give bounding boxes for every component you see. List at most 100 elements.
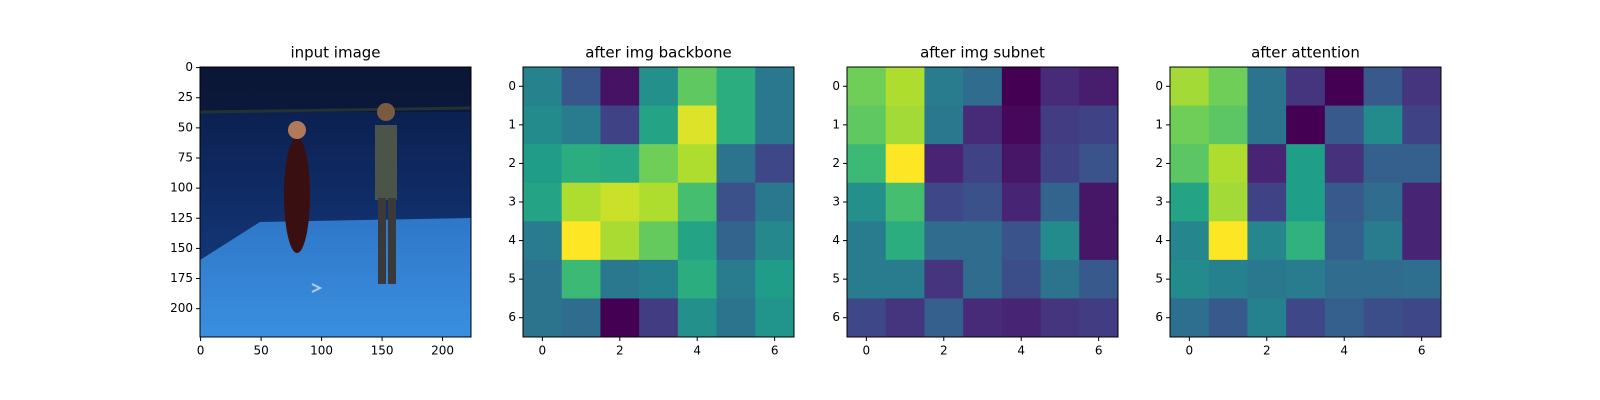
heatmap-cell [1001,298,1042,338]
heatmap-cell [963,182,1003,222]
heatmap-cell [1402,182,1442,222]
heatmap-cell [1324,182,1365,222]
heatmap-cell [1001,67,1042,107]
heatmap-cell [1363,67,1403,107]
heatmap-cell [677,259,718,299]
heatmap-cell [1286,298,1326,338]
heatmap-cell [1001,182,1042,222]
heatmap-cell [1324,105,1365,145]
heatmap-cell [716,259,756,299]
heatmap-cell [1170,259,1210,299]
heatmap-cell [600,67,640,107]
heatmap-cell [1363,105,1403,145]
heatmap-cell [1001,105,1042,145]
heatmap-cell [1324,298,1365,338]
y-tick-label: 6 [1155,310,1163,324]
heatmap-cell [1040,221,1080,261]
y-tick-label: 4 [508,233,516,247]
heatmap-cell [1324,67,1365,107]
y-tick-label: 1 [508,117,516,131]
heatmap-cell [885,67,925,107]
heatmap-cell [885,298,925,338]
heatmap-cell [1402,144,1442,184]
heatmap-cell [963,259,1003,299]
heatmap-cell [523,298,563,338]
heatmap-cell [847,298,887,338]
heatmap-cell [1001,144,1042,184]
heatmap-cell [1247,144,1287,184]
axes-frame [199,66,472,338]
heatmap-cell [523,67,563,107]
heatmap-cell [1286,221,1326,261]
heatmap-cell [963,144,1003,184]
y-tick-label: 0 [1155,79,1163,93]
y-tick-label: 2 [508,156,516,170]
y-tick-label: 125 [170,211,193,225]
y-tick-label: 3 [1155,195,1163,209]
heatmap-cell [1324,144,1365,184]
heatmap-cell [1363,221,1403,261]
heatmap-cell [1079,105,1119,145]
y-tick-label: 6 [832,310,840,324]
y-tick-label: 175 [170,271,193,285]
heatmap-cell [523,259,563,299]
heatmap-cell [1208,105,1248,145]
heatmap-cell [1324,259,1365,299]
heatmap-cell [847,67,887,107]
x-tick-label: 6 [1095,344,1103,358]
y-tick-label: 0 [508,79,516,93]
y-tick-label: 200 [170,301,193,315]
y-tick-label: 1 [1155,117,1163,131]
y-tick-label: 1 [832,117,840,131]
x-tick-label: 50 [253,344,268,358]
y-tick-label: 100 [170,181,193,195]
x-tick-label: 0 [1186,344,1194,358]
y-tick-label: 0 [185,60,193,74]
heatmap-cell [1079,67,1119,107]
heatmap-cell [1402,67,1442,107]
heatmap-cell [924,67,964,107]
heatmap-cell [885,105,925,145]
x-tick-label: 2 [1263,344,1271,358]
heatmap-cell [600,144,640,184]
heatmap-cell [1208,298,1248,338]
heatmap-cell [1363,144,1403,184]
heatmap-cell [1208,221,1248,261]
heatmap-cell [1040,105,1080,145]
heatmap-cell [1286,259,1326,299]
y-tick-label: 3 [832,195,840,209]
y-tick-label: 5 [508,272,516,286]
heatmap-cell [561,144,601,184]
heatmap-cell [716,298,756,338]
heatmap-cell [639,144,679,184]
heatmap-cell [1001,221,1042,261]
heatmap-cell [1324,221,1365,261]
x-tick-label: 0 [197,344,205,358]
heatmap-cell [755,105,795,145]
x-tick-label: 100 [310,344,333,358]
y-tick-label: 2 [832,156,840,170]
heatmap-cell [1208,259,1248,299]
heatmap-cell [963,105,1003,145]
subplot-title: after img backbone [585,44,731,62]
y-tick-label: 5 [832,272,840,286]
heatmap-cell [755,221,795,261]
heatmap-cell [600,182,640,222]
heatmap-cell [963,67,1003,107]
x-tick-label: 4 [1017,344,1025,358]
heatmap-cell [639,221,679,261]
y-tick-label: 0 [832,79,840,93]
heatmap-cell [1402,298,1442,338]
heatmap-cell [639,67,679,107]
heatmap-cell [847,144,887,184]
heatmap-cell [561,259,601,299]
heatmap-cell [1040,259,1080,299]
heatmap-cell [1286,144,1326,184]
heatmap-cell [847,259,887,299]
heatmap-cell [639,182,679,222]
y-tick-label: 6 [508,310,516,324]
heatmap-cell [885,182,925,222]
heatmap-cell [561,67,601,107]
heatmap-cell [600,105,640,145]
